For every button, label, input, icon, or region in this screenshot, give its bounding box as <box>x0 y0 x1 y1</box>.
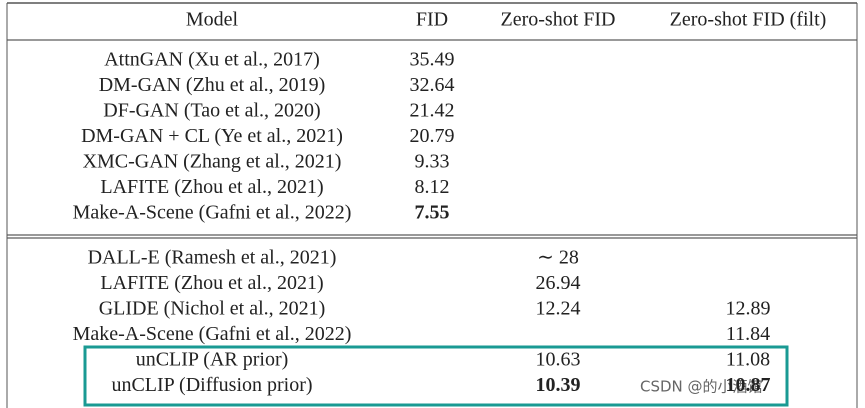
header-cell: Zero-shot FID <box>501 9 616 31</box>
model-cell: XMC-GAN (Zhang et al., 2021) <box>83 151 342 173</box>
score-cell: 20.79 <box>410 125 455 147</box>
score-cell: 11.84 <box>726 323 770 345</box>
score-cell: 12.89 <box>726 298 771 320</box>
score-cell: 7.55 <box>415 202 450 224</box>
model-cell: DM-GAN (Zhu et al., 2019) <box>99 74 326 96</box>
model-cell: LAFITE (Zhou et al., 2021) <box>100 176 323 198</box>
score-cell: 21.42 <box>410 100 455 122</box>
score-cell: 12.24 <box>536 298 581 320</box>
header-cell: Zero-shot FID (filt) <box>670 9 827 31</box>
score-cell: 32.64 <box>410 74 455 96</box>
score-cell: 26.94 <box>536 272 581 294</box>
score-cell: ∼ 28 <box>537 247 579 269</box>
watermark: CSDN @的小酒馆 <box>640 378 763 396</box>
score-cell: 11.08 <box>726 349 770 371</box>
score-cell: 35.49 <box>410 49 455 71</box>
model-cell: DM-GAN + CL (Ye et al., 2021) <box>81 125 343 147</box>
model-cell: LAFITE (Zhou et al., 2021) <box>100 272 323 294</box>
score-cell: 8.12 <box>415 176 450 198</box>
model-cell: Make-A-Scene (Gafni et al., 2022) <box>73 323 352 345</box>
score-cell: 9.33 <box>415 151 450 173</box>
score-cell: 10.39 <box>536 374 581 396</box>
header-cell: Model <box>186 9 239 31</box>
model-cell: GLIDE (Nichol et al., 2021) <box>99 298 326 320</box>
model-cell: unCLIP (AR prior) <box>136 349 289 371</box>
model-cell: AttnGAN (Xu et al., 2017) <box>104 49 320 71</box>
model-cell: DALL-E (Ramesh et al., 2021) <box>88 247 337 269</box>
model-cell: unCLIP (Diffusion prior) <box>111 374 312 396</box>
header-cell: FID <box>416 9 448 31</box>
score-cell: 10.63 <box>536 349 581 371</box>
model-cell: Make-A-Scene (Gafni et al., 2022) <box>73 202 352 224</box>
model-cell: DF-GAN (Tao et al., 2020) <box>103 100 320 122</box>
highlight-box <box>83 345 789 407</box>
score-cell: 10.87 <box>726 374 771 396</box>
